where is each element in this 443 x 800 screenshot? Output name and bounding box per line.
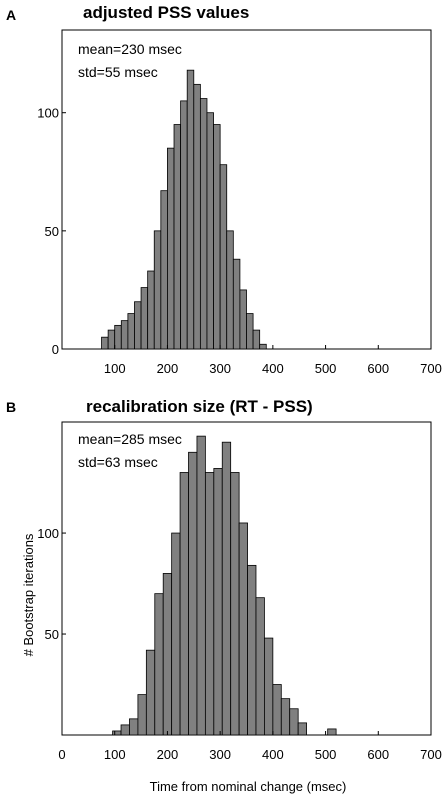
panel-b-y-ticks: 50 100 bbox=[37, 526, 66, 642]
panel-b-bar bbox=[221, 441, 232, 736]
panel-a-bar bbox=[127, 313, 135, 350]
panel-a-y-tick-label: 50 bbox=[45, 224, 59, 239]
panel-b-y-tick-label: 50 bbox=[45, 627, 59, 642]
panel-b-x-tick-label: 500 bbox=[315, 747, 337, 762]
panel-a-letter: A bbox=[6, 7, 16, 23]
panel-b-x-tick-label: 700 bbox=[420, 747, 442, 762]
y-axis-label: # Bootstrap iterations bbox=[21, 533, 36, 656]
panel-b-bar bbox=[179, 472, 189, 736]
panel-a-x-tick-label: 200 bbox=[157, 361, 179, 376]
panel-a-y-ticks: 0 50 100 bbox=[37, 106, 66, 357]
panel-b-bar bbox=[204, 472, 215, 736]
panel-b-bar bbox=[255, 597, 265, 736]
panel-b-bar bbox=[213, 468, 223, 736]
panel-b-bar bbox=[230, 472, 240, 736]
panel-a-bar bbox=[252, 329, 261, 350]
panel-b-bar bbox=[327, 728, 337, 736]
panel-a-bar bbox=[232, 258, 241, 350]
panel-b-bar bbox=[289, 708, 299, 736]
panel-a-bar bbox=[101, 336, 109, 350]
panel-a-std-annotation: std=55 msec bbox=[78, 64, 158, 80]
panel-b-bar bbox=[297, 722, 307, 736]
panel-b-bar bbox=[188, 451, 198, 736]
panel-b-x-tick-label: 0 bbox=[58, 747, 65, 762]
panel-a-x-ticks: 100 200 300 400 500 600 700 bbox=[104, 345, 442, 376]
panel-a-x-tick-label: 700 bbox=[420, 361, 442, 376]
panel-b-mean-annotation: mean=285 msec bbox=[78, 431, 182, 447]
panel-b-bar bbox=[264, 637, 274, 736]
panel-b-x-tick-label: 600 bbox=[367, 747, 389, 762]
panel-a: A adjusted PSS values mean=230 msec std=… bbox=[6, 3, 442, 376]
panel-b-y-tick-label: 100 bbox=[37, 526, 59, 541]
panel-b-bar bbox=[145, 649, 156, 736]
panel-b-title: recalibration size (RT - PSS) bbox=[86, 397, 313, 416]
x-axis-label: Time from nominal change (msec) bbox=[150, 779, 347, 794]
panel-a-bar bbox=[173, 124, 182, 350]
panel-b-bar bbox=[112, 730, 122, 736]
panel-b-x-tick-label: 300 bbox=[209, 747, 231, 762]
panel-a-bar bbox=[193, 83, 201, 350]
panel-b-bar bbox=[162, 573, 173, 736]
panel-a-bar bbox=[134, 301, 142, 350]
panel-a-y-tick-label: 100 bbox=[37, 106, 59, 121]
panel-a-bar bbox=[199, 98, 208, 350]
panel-a-title: adjusted PSS values bbox=[83, 3, 249, 22]
panel-b-bar bbox=[272, 684, 282, 736]
panel-a-bar bbox=[160, 190, 168, 350]
panel-a-bar bbox=[140, 287, 149, 350]
panel-a-x-tick-label: 600 bbox=[367, 361, 389, 376]
panel-a-x-tick-label: 100 bbox=[104, 361, 126, 376]
panel-a-bar bbox=[167, 147, 175, 350]
panel-b-bar bbox=[171, 532, 181, 736]
panel-b-bar bbox=[154, 593, 164, 736]
panel-b-bar bbox=[238, 522, 248, 736]
panel-a-bar bbox=[206, 112, 214, 350]
panel-a-mean-annotation: mean=230 msec bbox=[78, 41, 182, 57]
panel-b-bar bbox=[196, 435, 206, 736]
panel-a-bar bbox=[186, 69, 195, 350]
panel-b-bar bbox=[120, 724, 130, 736]
panel-b-x-tick-label: 400 bbox=[262, 747, 284, 762]
panel-a-bar bbox=[147, 270, 155, 350]
panel-a-x-tick-label: 500 bbox=[315, 361, 337, 376]
panel-b-std-annotation: std=63 msec bbox=[78, 454, 158, 470]
panel-a-x-tick-label: 300 bbox=[209, 361, 231, 376]
panel-a-bar bbox=[213, 124, 221, 350]
panel-a-bar bbox=[180, 100, 188, 350]
panel-b-bar bbox=[129, 718, 139, 736]
panel-b-x-tick-label: 100 bbox=[104, 747, 126, 762]
panel-a-bar bbox=[153, 230, 162, 350]
panel-a-bar bbox=[239, 289, 247, 350]
panel-b-bar bbox=[137, 694, 147, 736]
panel-a-bar bbox=[226, 230, 234, 350]
panel-a-y-tick-label: 0 bbox=[52, 342, 59, 357]
panel-b-bar bbox=[247, 564, 257, 736]
panel-a-bar bbox=[246, 313, 254, 350]
panel-b-x-ticks: 0 100 200 300 400 500 600 700 bbox=[58, 731, 442, 762]
panel-a-bar bbox=[219, 164, 228, 350]
panel-a-bar bbox=[114, 324, 122, 350]
panel-b-bar bbox=[280, 698, 291, 736]
panel-a-bar bbox=[107, 329, 116, 350]
panel-b: B recalibration size (RT - PSS) mean=285… bbox=[6, 397, 442, 794]
panel-a-x-tick-label: 400 bbox=[262, 361, 284, 376]
panel-a-bar bbox=[120, 320, 129, 350]
panel-b-x-tick-label: 200 bbox=[157, 747, 179, 762]
panel-b-bars bbox=[112, 435, 337, 736]
panel-a-bars bbox=[101, 69, 267, 350]
panel-a-bar bbox=[259, 343, 267, 350]
panel-b-letter: B bbox=[6, 399, 16, 415]
